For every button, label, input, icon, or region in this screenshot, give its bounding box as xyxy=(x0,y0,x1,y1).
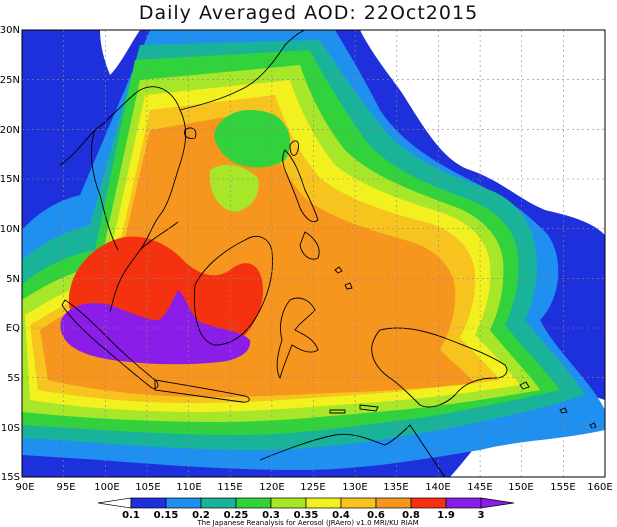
lat-label: 15N xyxy=(0,174,20,185)
colorbar-box xyxy=(200,497,237,509)
colorbar-label: 0.8 xyxy=(402,510,420,521)
lat-label: 15S xyxy=(1,472,20,483)
colorbar-label: 0.3 xyxy=(262,510,280,521)
colorbar-label: 0.35 xyxy=(294,510,319,521)
colorbar-label: 1.9 xyxy=(437,510,455,521)
map-title: Daily Averaged AOD: 22Oct2015 xyxy=(138,2,479,24)
colorbar-box xyxy=(340,497,377,509)
lat-axis: 30N 25N 20N 15N 10N 5N EQ 5S 10S 15S xyxy=(0,25,20,483)
colorbar-box xyxy=(375,497,412,509)
colorbar-box xyxy=(445,497,482,509)
aod-region-lime xyxy=(209,164,259,212)
colorbar-label: 0.6 xyxy=(367,510,385,521)
colorbar-label: 3 xyxy=(478,510,485,521)
colorbar-label: 0.25 xyxy=(224,510,249,521)
aod-fields xyxy=(22,30,605,477)
colorbar-box xyxy=(165,497,202,509)
lon-label: 160E xyxy=(587,482,612,493)
lat-label: 20N xyxy=(0,125,20,136)
colorbar-box xyxy=(130,497,167,509)
colorbar-box-purple xyxy=(480,497,515,509)
lon-label: 105E xyxy=(135,482,160,493)
lat-label: 5N xyxy=(6,274,20,285)
colorbar-label: 0.15 xyxy=(154,510,179,521)
aod-region-white xyxy=(360,30,605,235)
colorbar-box xyxy=(305,497,342,509)
lat-label: EQ xyxy=(6,323,20,334)
colorbar-label: 0.1 xyxy=(122,510,140,521)
lon-label: 130E xyxy=(342,482,367,493)
lon-label: 125E xyxy=(300,482,325,493)
aod-region-green xyxy=(214,110,291,168)
lon-label: 150E xyxy=(508,482,533,493)
colorbar: 0.1 0.15 0.2 0.25 0.3 0.35 0.4 0.6 0.8 1… xyxy=(97,497,515,527)
lon-axis: 90E 95E 100E 105E 110E 115E 120E 125E 13… xyxy=(15,482,612,493)
map-frame xyxy=(21,29,606,478)
aod-region-white xyxy=(100,30,140,75)
lon-label: 95E xyxy=(56,482,75,493)
lon-label: 145E xyxy=(467,482,492,493)
lon-label: 100E xyxy=(94,482,119,493)
lon-label: 110E xyxy=(176,482,201,493)
gridlines xyxy=(22,30,605,477)
colorbar-box xyxy=(410,497,447,509)
lon-label: 155E xyxy=(550,482,575,493)
lat-label: 10S xyxy=(1,423,20,434)
colorbar-box xyxy=(270,497,307,509)
lon-label: 90E xyxy=(15,482,34,493)
colorbar-label: 0.4 xyxy=(332,510,350,521)
lat-label: 25N xyxy=(0,75,20,86)
lon-label: 120E xyxy=(259,482,284,493)
lat-label: 10N xyxy=(0,224,20,235)
colorbar-box xyxy=(235,497,272,509)
colorbar-label: 0.2 xyxy=(192,510,210,521)
lon-label: 115E xyxy=(217,482,242,493)
lat-label: 5S xyxy=(7,373,20,384)
coastlines xyxy=(59,30,597,477)
lat-label: 30N xyxy=(0,25,20,36)
colorbar-box-white xyxy=(97,497,132,509)
lon-label: 135E xyxy=(383,482,408,493)
lon-label: 140E xyxy=(425,482,450,493)
aod-region-purple xyxy=(60,290,251,365)
credit-text: The Japanese Reanalysis for Aerosol (JRA… xyxy=(196,519,418,527)
